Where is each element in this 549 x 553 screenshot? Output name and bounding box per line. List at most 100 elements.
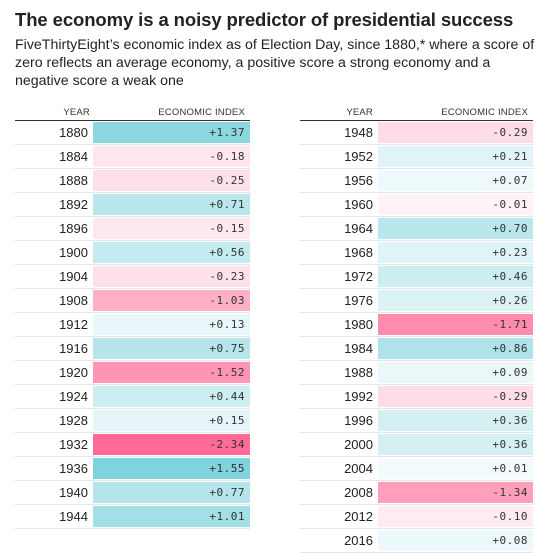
index-cell: +0.44 [93, 386, 250, 407]
index-value: +0.01 [492, 462, 528, 475]
table-row: 1996 +0.36 [300, 409, 533, 433]
year-column-header: YEAR [63, 107, 90, 118]
index-value: +0.23 [492, 246, 528, 259]
index-value: -0.25 [209, 174, 245, 187]
index-value: -0.10 [492, 510, 528, 523]
table-header: YEAR ECONOMIC INDEX [15, 105, 250, 121]
table-row: 1992 -0.29 [300, 385, 533, 409]
index-cell: -1.03 [93, 290, 250, 311]
table-row: 1964 +0.70 [300, 217, 533, 241]
table-rows: 1948 -0.29 1952 +0.21 1956 +0.07 1960 -0.01 1964… [300, 121, 533, 553]
index-value: +0.15 [209, 414, 245, 427]
table-row: 1908 -1.03 [15, 289, 250, 313]
index-cell: -0.15 [93, 218, 250, 239]
year-cell: 1932 [59, 437, 88, 452]
table-row: 1892 +0.71 [15, 193, 250, 217]
index-value: -0.29 [492, 390, 528, 403]
index-cell: +1.01 [93, 506, 250, 527]
index-cell: -0.25 [93, 170, 250, 191]
table-row: 1968 +0.23 [300, 241, 533, 265]
year-cell: 1996 [344, 413, 373, 428]
index-cell: +0.08 [378, 530, 533, 551]
year-cell: 1976 [344, 293, 373, 308]
table-row: 1900 +0.56 [15, 241, 250, 265]
table-row: 1948 -0.29 [300, 121, 533, 145]
index-value: +1.01 [209, 510, 245, 523]
year-cell: 2008 [344, 485, 373, 500]
index-value: +0.07 [492, 174, 528, 187]
index-value: +0.13 [209, 318, 245, 331]
index-cell: +0.56 [93, 242, 250, 263]
year-cell: 1908 [59, 293, 88, 308]
year-cell: 1884 [59, 149, 88, 164]
year-cell: 2004 [344, 461, 373, 476]
index-value: +0.36 [492, 414, 528, 427]
table-row: 1924 +0.44 [15, 385, 250, 409]
index-cell: -0.18 [93, 146, 250, 167]
table-row: 1988 +0.09 [300, 361, 533, 385]
table-row: 2008 -1.34 [300, 481, 533, 505]
index-value: -1.03 [209, 294, 245, 307]
index-value: +0.46 [492, 270, 528, 283]
chart-subtitle: FiveThirtyEight’s economic index as of E… [15, 37, 535, 89]
year-cell: 1956 [344, 173, 373, 188]
index-value: +0.71 [209, 198, 245, 211]
year-column-header: YEAR [346, 107, 373, 118]
index-cell: +0.36 [378, 410, 533, 431]
table-row: 1956 +0.07 [300, 169, 533, 193]
table-row: 2000 +0.36 [300, 433, 533, 457]
table-row: 1888 -0.25 [15, 169, 250, 193]
index-cell: +1.37 [93, 122, 250, 143]
index-value: +0.70 [492, 222, 528, 235]
table-row: 1952 +0.21 [300, 145, 533, 169]
year-cell: 1988 [344, 365, 373, 380]
year-cell: 1900 [59, 245, 88, 260]
index-value: +0.56 [209, 246, 245, 259]
index-value: +0.36 [492, 438, 528, 451]
table-row: 1980 -1.71 [300, 313, 533, 337]
table-header: YEAR ECONOMIC INDEX [300, 105, 533, 121]
index-cell: -0.10 [378, 506, 533, 527]
year-cell: 1888 [59, 173, 88, 188]
table-row: 1912 +0.13 [15, 313, 250, 337]
index-value: +0.86 [492, 342, 528, 355]
year-cell: 1920 [59, 365, 88, 380]
year-cell: 1952 [344, 149, 373, 164]
table-row: 1916 +0.75 [15, 337, 250, 361]
index-cell: -1.34 [378, 482, 533, 503]
index-value: -1.34 [492, 486, 528, 499]
table-row: 1940 +0.77 [15, 481, 250, 505]
year-cell: 2016 [344, 533, 373, 548]
table-row: 2012 -0.10 [300, 505, 533, 529]
economic-index-table-left: YEAR ECONOMIC INDEX 1880 +1.37 1884 -0.18 18… [15, 105, 250, 529]
index-value: -0.01 [492, 198, 528, 211]
year-cell: 1980 [344, 317, 373, 332]
chart-title: The economy is a noisy predictor of pres… [15, 9, 514, 30]
year-cell: 1964 [344, 221, 373, 236]
table-row: 1976 +0.26 [300, 289, 533, 313]
year-cell: 1896 [59, 221, 88, 236]
year-cell: 1936 [59, 461, 88, 476]
table-row: 2016 +0.08 [300, 529, 533, 553]
year-cell: 1984 [344, 341, 373, 356]
index-cell: +0.77 [93, 482, 250, 503]
year-cell: 1948 [344, 125, 373, 140]
table-row: 1880 +1.37 [15, 121, 250, 145]
index-cell: +0.26 [378, 290, 533, 311]
index-value: -1.52 [209, 366, 245, 379]
index-cell: +0.86 [378, 338, 533, 359]
index-cell: -0.29 [378, 122, 533, 143]
index-cell: -1.71 [378, 314, 533, 335]
table-row: 1932 -2.34 [15, 433, 250, 457]
index-value: +0.09 [492, 366, 528, 379]
table-row: 1920 -1.52 [15, 361, 250, 385]
index-value: -0.23 [209, 270, 245, 283]
year-cell: 1992 [344, 389, 373, 404]
index-cell: -1.52 [93, 362, 250, 383]
table-row: 1884 -0.18 [15, 145, 250, 169]
year-cell: 2012 [344, 509, 373, 524]
index-cell: -0.29 [378, 386, 533, 407]
year-cell: 1972 [344, 269, 373, 284]
index-cell: +0.01 [378, 458, 533, 479]
index-cell: +0.75 [93, 338, 250, 359]
